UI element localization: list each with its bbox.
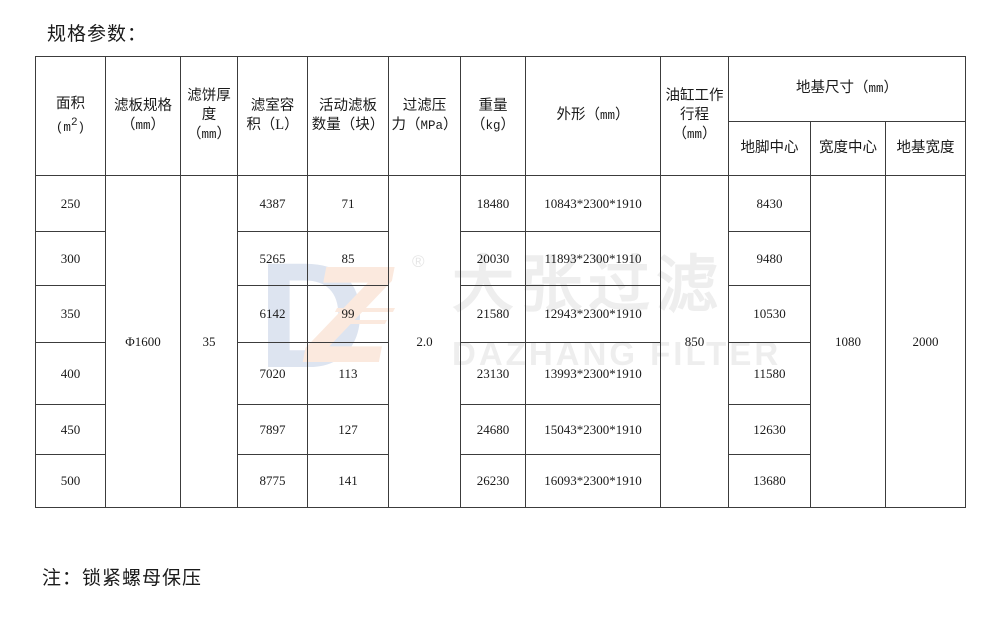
cell-foot-center: 13680	[728, 454, 811, 508]
cell-area: 450	[35, 404, 106, 455]
header-plate-spec-line1: 滤板规格	[114, 97, 172, 114]
header-outline: 外形（mm）	[525, 56, 661, 176]
specification-table: 面积 (m2) 滤板规格 （mm） 滤饼厚 度（mm） 滤室容 积（L） 活动滤…	[35, 56, 966, 508]
cell-chamber-volume: 7020	[237, 342, 308, 405]
cell-plate-count: 85	[307, 231, 389, 286]
cell-outline: 13993*2300*1910	[525, 342, 661, 405]
cell-foot-center: 10530	[728, 285, 811, 343]
header-chamber-volume-line1: 滤室容	[250, 98, 295, 114]
header-plate-spec-line2: （mm）	[120, 116, 165, 133]
cell-outline: 10843*2300*1910	[525, 175, 661, 232]
cell-cake-thickness-merged: 35	[180, 175, 238, 508]
header-weight-line1: 重量	[478, 97, 508, 114]
cell-weight: 18480	[460, 175, 526, 232]
footer-note: 注：锁紧螺母保压	[42, 568, 203, 589]
header-plate-count: 活动滤板 数量（块）	[307, 56, 389, 176]
cell-area: 400	[35, 342, 106, 405]
header-foundation-group: 地基尺寸（mm）	[728, 56, 966, 122]
header-weight: 重量 （kg）	[460, 56, 526, 176]
cell-outline: 15043*2300*1910	[525, 404, 661, 455]
header-cake-thickness-line2: 度（mm）	[186, 107, 231, 142]
table-row: 450 7897 127 24680 15043*2300*1910 12630	[35, 404, 966, 455]
table-header-row-2: 地脚中心 宽度中心 地基宽度	[36, 121, 966, 176]
table-row: 250 Φ1600 35 4387 71 2.0 18480 10843*230…	[35, 175, 966, 508]
cell-area: 350	[35, 285, 106, 343]
cell-outline: 11893*2300*1910	[525, 231, 661, 286]
header-plate-count-line2: 数量（块）	[311, 117, 385, 133]
header-area-line2: (m2)	[55, 116, 86, 135]
header-filter-pressure: 过滤压 力（MPa）	[388, 56, 461, 176]
header-cylinder-stroke: 油缸工作 行程（mm）	[660, 56, 729, 176]
cell-outline: 16093*2300*1910	[525, 454, 661, 508]
cell-chamber-volume: 6142	[237, 285, 308, 343]
cell-plate-spec-merged: Φ1600	[105, 175, 181, 508]
cell-chamber-volume: 4387	[237, 175, 308, 232]
header-cylinder-stroke-line2: 行程（mm）	[672, 107, 717, 142]
header-weight-line2: （kg）	[470, 116, 515, 133]
cell-area: 300	[35, 231, 106, 286]
header-filter-pressure-line1: 过滤压	[402, 97, 447, 114]
table-header-row-1: 面积 (m2) 滤板规格 （mm） 滤饼厚 度（mm） 滤室容 积（L） 活动滤…	[35, 56, 966, 176]
cell-chamber-volume: 7897	[237, 404, 308, 455]
cell-cylinder-stroke-merged: 850	[660, 175, 729, 508]
cell-width-center-merged: 1080	[810, 175, 886, 508]
header-cake-thickness-line1: 滤饼厚	[187, 88, 231, 104]
cell-foot-center: 8430	[728, 175, 811, 232]
cell-plate-count: 141	[307, 454, 389, 508]
cell-chamber-volume: 8775	[237, 454, 308, 508]
header-foot-center: 地脚中心	[728, 121, 811, 176]
cell-weight: 23130	[460, 342, 526, 405]
cell-plate-count: 127	[307, 404, 389, 455]
header-width-center: 宽度中心	[810, 121, 886, 176]
cell-area: 250	[35, 175, 106, 232]
table-row: 300 5265 85 20030 11893*2300*1910 9480	[35, 231, 966, 286]
cell-plate-count: 113	[307, 342, 389, 405]
page-title: 规格参数：	[47, 24, 148, 45]
header-cake-thickness: 滤饼厚 度（mm）	[180, 56, 238, 176]
header-area-line1: 面积	[56, 95, 85, 112]
header-cylinder-stroke-line1: 油缸工作	[665, 88, 724, 104]
header-plate-spec: 滤板规格 （mm）	[105, 56, 181, 176]
cell-weight: 26230	[460, 454, 526, 508]
cell-chamber-volume: 5265	[237, 231, 308, 286]
cell-foot-center: 11580	[728, 342, 811, 405]
cell-plate-count: 99	[307, 285, 389, 343]
cell-filter-pressure-merged: 2.0	[388, 175, 461, 508]
header-chamber-volume-line2: 积（L）	[246, 117, 299, 133]
header-area: 面积 (m2)	[35, 56, 106, 176]
table-row: 500 8775 141 26230 16093*2300*1910 13680	[35, 454, 966, 508]
header-outline-line1: 外形（mm）	[556, 107, 630, 123]
header-foundation-width: 地基宽度	[885, 121, 966, 176]
cell-weight: 24680	[460, 404, 526, 455]
header-plate-count-line1: 活动滤板	[319, 98, 377, 114]
table-row: 400 7020 113 23130 13993*2300*1910 11580	[35, 342, 966, 405]
cell-area: 500	[35, 454, 106, 508]
cell-foundation-width-merged: 2000	[885, 175, 966, 508]
header-foundation-group-label: 地基尺寸（mm）	[795, 80, 898, 96]
cell-foot-center: 9480	[728, 231, 811, 286]
cell-plate-count: 71	[307, 175, 389, 232]
cell-weight: 20030	[460, 231, 526, 286]
header-chamber-volume: 滤室容 积（L）	[237, 56, 308, 176]
cell-outline: 12943*2300*1910	[525, 285, 661, 343]
cell-foot-center: 12630	[728, 404, 811, 455]
cell-weight: 21580	[460, 285, 526, 343]
header-filter-pressure-line2: 力（MPa）	[391, 116, 458, 133]
